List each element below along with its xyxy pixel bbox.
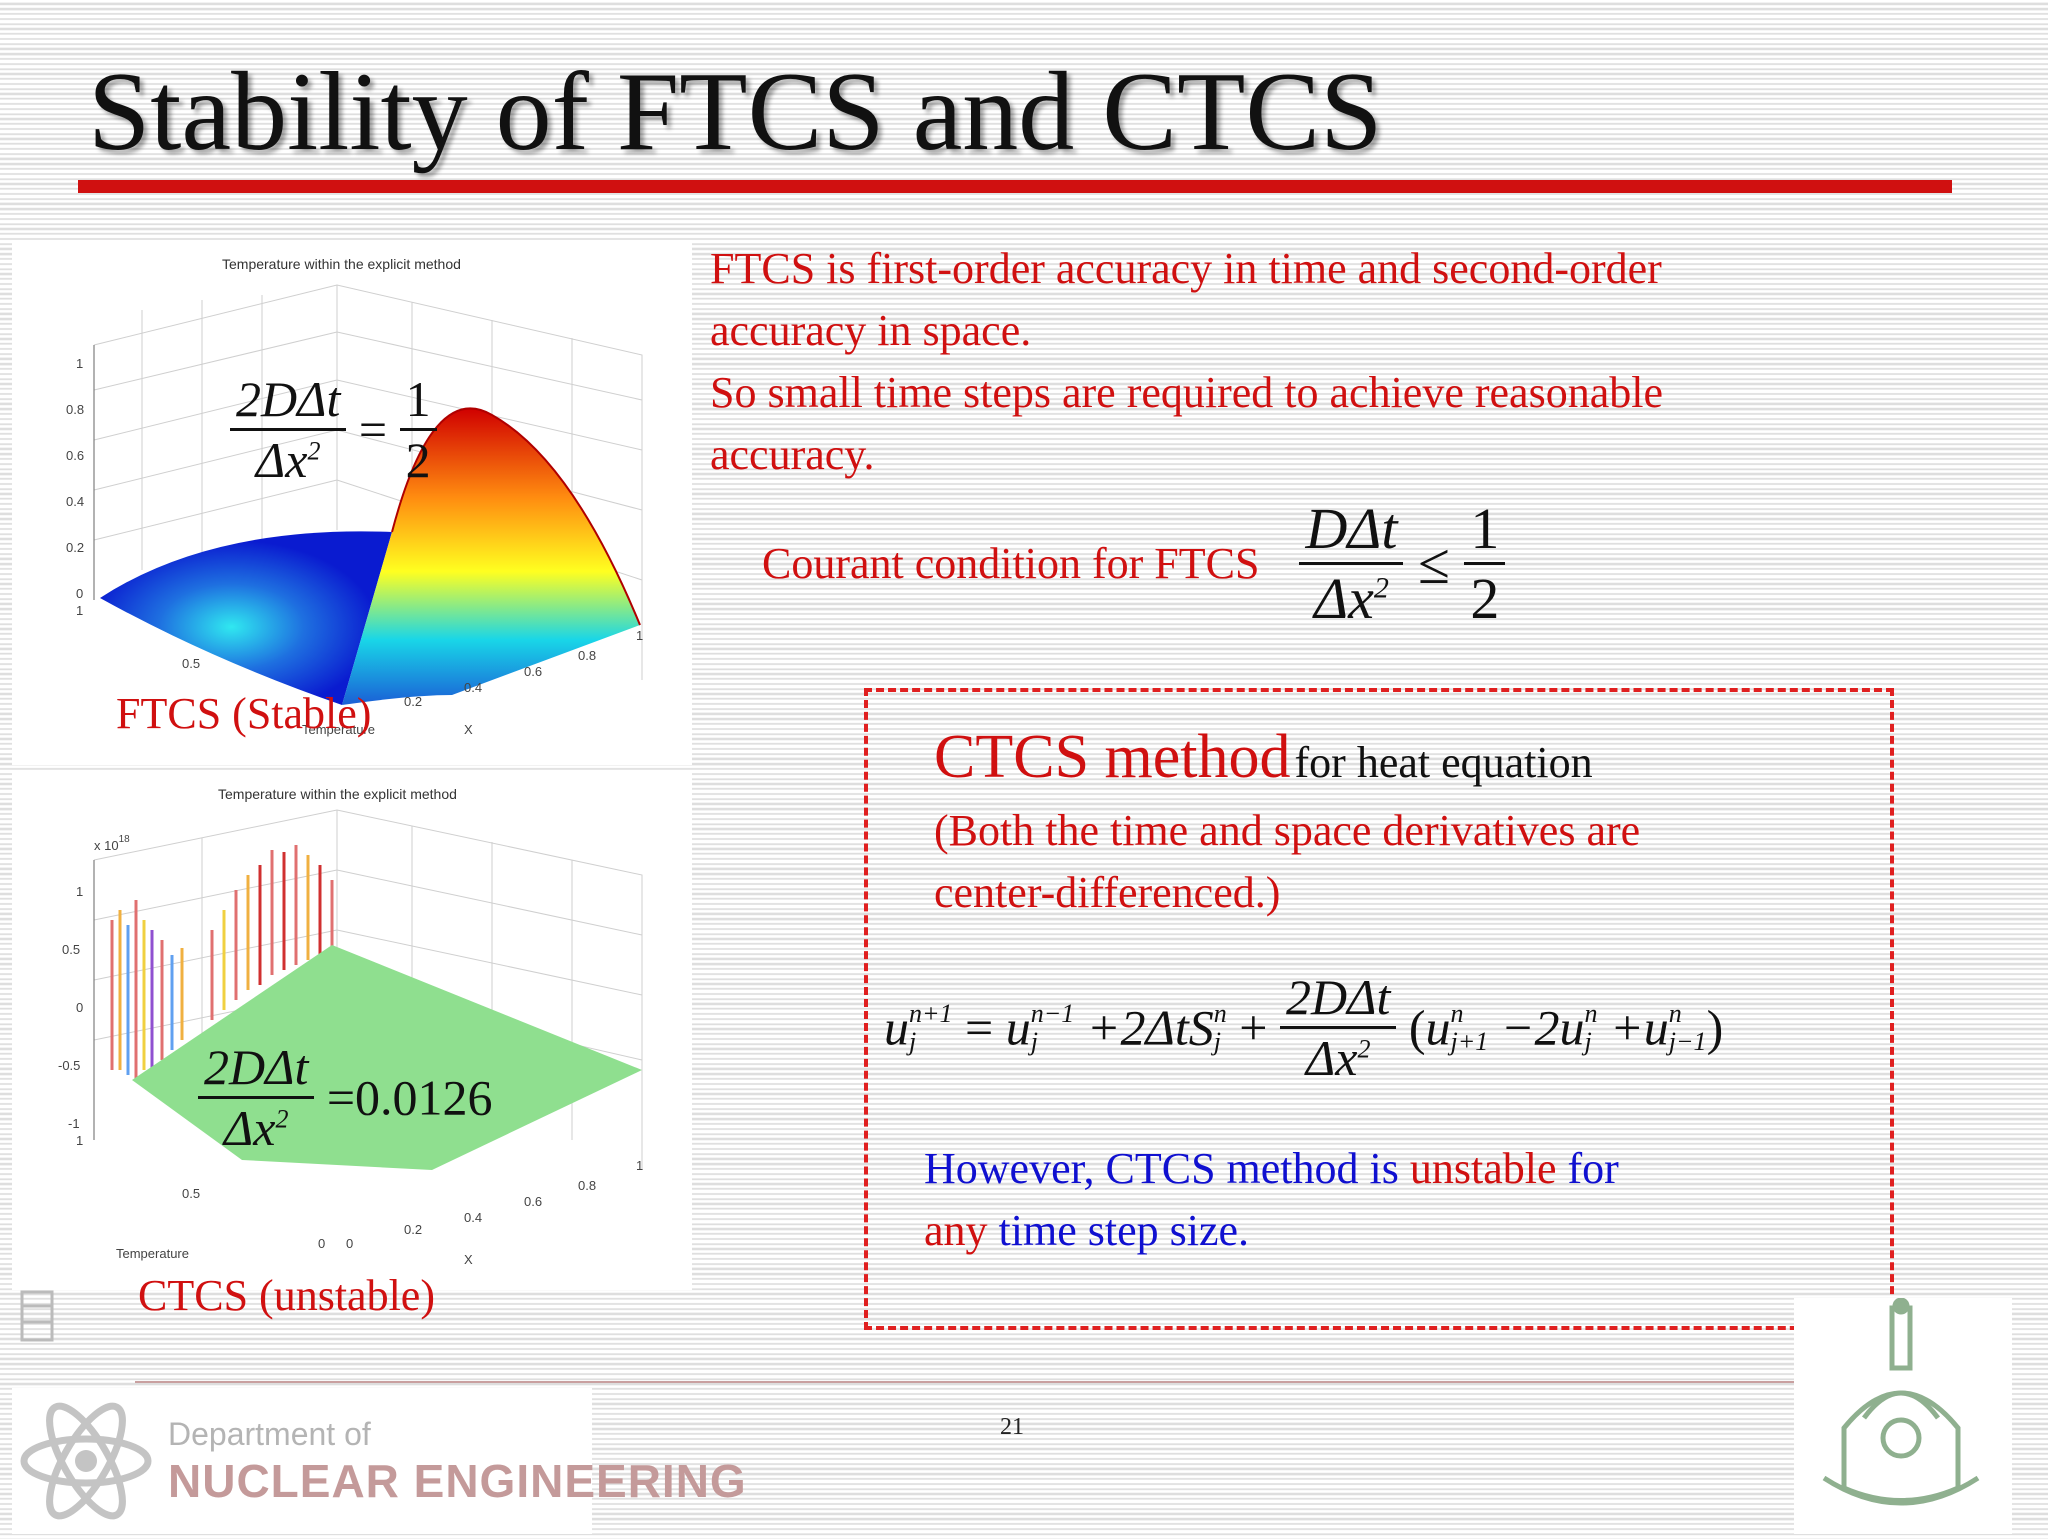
ftcs-ratio-equation: 2DΔt Δx2 = 1 2 (230, 370, 437, 489)
ctcs-x-ticks: 0.8 0.6 0.4 0.2 0 1 (346, 1158, 643, 1251)
ftcs-x-ticks: 0.8 0.6 0.4 0.2 1 (404, 628, 643, 709)
department-logo: Department of NUCLEAR ENGINEERING (12, 1388, 746, 1534)
page-number: 21 (1000, 1414, 1024, 1440)
svg-text:0.4: 0.4 (464, 1210, 482, 1225)
ftcs-x-label: X (464, 722, 473, 737)
ftcs-description: FTCS is first-order accuracy in time and… (710, 238, 1663, 486)
ftcs-surface-low (100, 531, 392, 705)
svg-text:0: 0 (346, 1236, 353, 1251)
ftcs-desc-line1: FTCS is first-order accuracy in time and… (710, 244, 1662, 293)
ctcs-heading: CTCS method for heat equation (934, 723, 1593, 791)
svg-text:0.6: 0.6 (66, 448, 84, 463)
side-mark-icon (20, 1290, 54, 1342)
svg-text:0.4: 0.4 (66, 494, 84, 509)
ftcs-desc-line2: accuracy in space. (710, 306, 1032, 355)
ftcs-plot-title: Temperature within the explicit method (222, 256, 461, 272)
side-mark (18, 1290, 58, 1352)
ctcs-caption: CTCS (unstable) (138, 1271, 435, 1320)
ftcs-caption: FTCS (Stable) (116, 689, 372, 738)
svg-text:1: 1 (636, 628, 643, 643)
footer-divider (135, 1381, 1795, 1383)
courant-label: Courant condition for FTCS (762, 539, 1260, 588)
svg-text:0.6: 0.6 (524, 1194, 542, 1209)
svg-text:1: 1 (76, 884, 83, 899)
ctcs-oscillations (110, 845, 334, 1080)
ctcs-z-ticks: 1 0.5 0 -0.5 -1 (58, 884, 83, 1131)
svg-text:0: 0 (318, 1236, 325, 1251)
courant-formula: DΔt Δx2 ≤ 1 2 (1299, 496, 1506, 631)
svg-text:0.2: 0.2 (66, 540, 84, 555)
svg-text:0.5: 0.5 (62, 942, 80, 957)
svg-text:1: 1 (76, 603, 83, 618)
svg-text:1: 1 (76, 356, 83, 371)
svg-text:1: 1 (76, 1133, 83, 1148)
svg-text:0.8: 0.8 (66, 402, 84, 417)
university-emblem (1794, 1297, 2012, 1534)
ctcs-surface-chart: 1 0.5 0 -0.5 -1 0.8 0.6 0.4 0.2 0 1 1 0.… (58, 809, 643, 1267)
svg-text:0.5: 0.5 (182, 1186, 200, 1201)
ctcs-description: (Both the time and space derivatives are… (934, 800, 1640, 924)
dept-line1: Department of (168, 1416, 371, 1452)
atom-icon (20, 1402, 152, 1520)
ctcs-y-label: Temperature (116, 1246, 189, 1261)
ftcs-z-ticks: 1 0.8 0.6 0.4 0.2 0 (66, 356, 84, 601)
svg-text:0.8: 0.8 (578, 648, 596, 663)
svg-text:0.2: 0.2 (404, 694, 422, 709)
ctcs-desc-line1: (Both the time and space derivatives are (934, 806, 1641, 855)
ftcs-t-ticks: 1 0.5 (76, 603, 200, 671)
svg-text:-1: -1 (68, 1116, 80, 1131)
svg-text:1: 1 (636, 1158, 643, 1173)
svg-text:0.4: 0.4 (464, 680, 482, 695)
dept-line2: NUCLEAR ENGINEERING (168, 1455, 747, 1507)
ctcs-method-box (864, 688, 1894, 1330)
svg-text:0.2: 0.2 (404, 1222, 422, 1237)
emblem-icon (1822, 1297, 1980, 1506)
svg-text:0: 0 (76, 586, 83, 601)
courant-condition: Courant condition for FTCS DΔt Δx2 ≤ 1 2 (762, 495, 1506, 632)
ctcs-plot: 1 0.5 0 -0.5 -1 0.8 0.6 0.4 0.2 0 1 1 0.… (12, 770, 692, 1320)
ftcs-plot: 1 0.8 0.6 0.4 0.2 0 0.8 0.6 0.4 0.2 1 1 … (12, 240, 692, 765)
ftcs-desc-line3: So small time steps are required to achi… (710, 368, 1663, 417)
svg-text:0.8: 0.8 (578, 1178, 596, 1193)
ctcs-x-label: X (464, 1252, 473, 1267)
ftcs-desc-line4: accuracy. (710, 430, 875, 479)
ctcs-ratio-equation: 2DΔt Δx2 =0.0126 (198, 1038, 493, 1157)
ctcs-desc-line2: center-differenced.) (934, 868, 1281, 917)
ctcs-update-formula: u n+1 j = u n−1 j +2ΔtS n j + 2DΔt Δx2 (u n j+1 … (884, 969, 1724, 1086)
title-underline (78, 180, 1952, 193)
slide-title: Stability of FTCS and CTCS (88, 50, 1383, 174)
svg-text:0.6: 0.6 (524, 664, 542, 679)
ctcs-surface-plane (132, 945, 642, 1170)
ctcs-scale-factor: x 1018 (94, 834, 130, 853)
ctcs-plot-title: Temperature within the explicit method (218, 786, 457, 802)
ctcs-t-ticks: 1 0.5 0 (76, 1133, 325, 1251)
svg-text:0: 0 (76, 1000, 83, 1015)
svg-text:-0.5: -0.5 (58, 1058, 80, 1073)
ftcs-surface-peak (342, 408, 640, 705)
ctcs-stability-note: However, CTCS method is unstable for any… (924, 1144, 1619, 1255)
ftcs-y-label: Temperature (302, 722, 375, 737)
svg-text:0.5: 0.5 (182, 656, 200, 671)
ftcs-surface-chart: 1 0.8 0.6 0.4 0.2 0 0.8 0.6 0.4 0.2 1 1 … (66, 284, 643, 737)
